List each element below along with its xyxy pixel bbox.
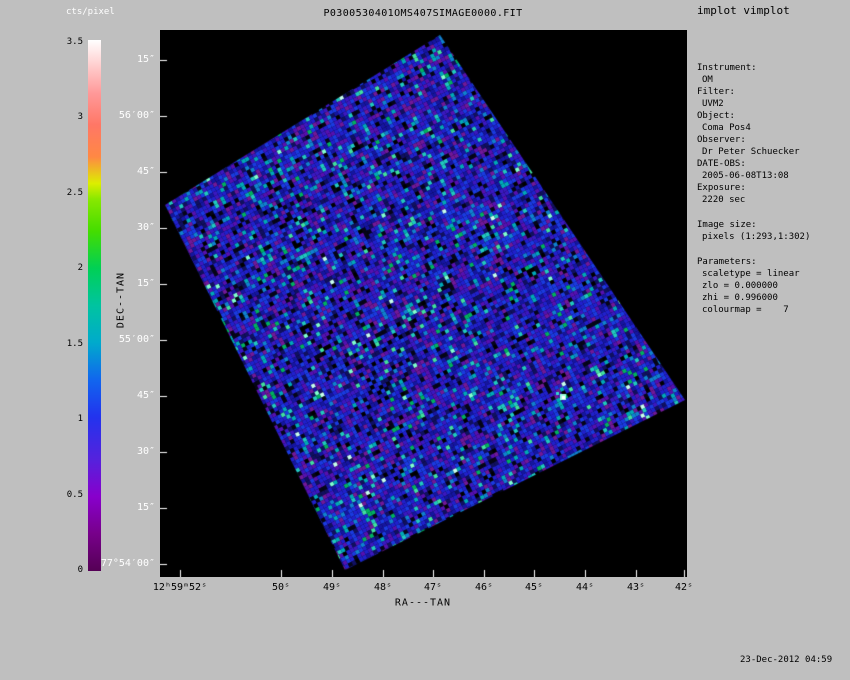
dec-tick-label: 55′00″ [0, 334, 155, 345]
implot-window: cts/pixel 3.5 3 2.5 2 1.5 1 0.5 0 P0300530401OM… [0, 0, 850, 680]
ra-axis-label: RA---TAN [395, 598, 451, 609]
ra-tick-label: 42ˢ [675, 582, 693, 593]
info-field-value: Coma Pos4 [697, 122, 849, 134]
colorbar-tick-label: 2 [0, 263, 83, 273]
colorbar-title: cts/pixel [66, 7, 115, 17]
ra-tick-label: 50ˢ [272, 582, 290, 593]
info-field-value: Dr Peter Schuecker [697, 146, 849, 158]
info-field-label: Observer: [697, 134, 849, 146]
info-field-label: Parameters: [697, 256, 849, 268]
dec-tick-label: 30″ [0, 222, 155, 233]
info-field-label: Instrument: [697, 62, 849, 74]
ra-tick-label: 45ˢ [525, 582, 543, 593]
info-panel: Instrument: OM Filter: UVM2 Object: Coma Pos4… [697, 62, 849, 316]
dec-tick-label: 15″ [0, 54, 155, 65]
plot-title: P0300530401OMS407SIMAGE0000.FIT [223, 8, 623, 19]
dec-tick-label: 30″ [0, 446, 155, 457]
ra-tick-label: 49ˢ [323, 582, 341, 593]
ra-tick-label: 48ˢ [374, 582, 392, 593]
info-field-value: OM [697, 74, 849, 86]
info-field-value: UVM2 [697, 98, 849, 110]
info-field-label: Image size: [697, 219, 849, 231]
dec-tick-label: 77°54′00″ [0, 558, 155, 569]
colorbar-tick-label: 3.5 [0, 37, 83, 47]
ra-tick-label: 46ˢ [475, 582, 493, 593]
info-param-value: colourmap = 7 [697, 304, 849, 316]
info-param-value: zhi = 0.996000 [697, 292, 849, 304]
info-field-label: Exposure: [697, 182, 849, 194]
info-field-value: pixels (1:293,1:302) [697, 231, 849, 243]
dec-tick-label: 15″ [0, 502, 155, 513]
dec-tick-label: 45″ [0, 166, 155, 177]
ra-tick-label: 47ˢ [424, 582, 442, 593]
dec-tick-label: 15″ [0, 278, 155, 289]
info-param-value: zlo = 0.000000 [697, 280, 849, 292]
ra-tick-label: 44ˢ [576, 582, 594, 593]
colorbar-tick-label: 2.5 [0, 188, 83, 198]
ra-tick-label: 43ˢ [627, 582, 645, 593]
colorbar-tick-label: 1 [0, 414, 83, 424]
info-param-value: scaletype = linear [697, 268, 849, 280]
spacer [697, 243, 849, 256]
dec-tick-label: 45″ [0, 390, 155, 401]
dec-tick-label: 56′00″ [0, 110, 155, 121]
sky-image-plot [160, 30, 687, 577]
info-field-value: 2220 sec [697, 194, 849, 206]
info-field-label: Object: [697, 110, 849, 122]
app-title: implot vimplot [697, 4, 790, 17]
ra-tick-label: 12ʰ59ᵐ52ˢ [153, 582, 207, 593]
colorbar-tick-label: 0.5 [0, 490, 83, 500]
timestamp: 23-Dec-2012 04:59 [740, 655, 832, 665]
dec-axis-label: DEC--TAN [116, 272, 127, 328]
info-field-value: 2005-06-08T13:08 [697, 170, 849, 182]
spacer [697, 206, 849, 219]
info-field-label: Filter: [697, 86, 849, 98]
info-field-label: DATE-OBS: [697, 158, 849, 170]
